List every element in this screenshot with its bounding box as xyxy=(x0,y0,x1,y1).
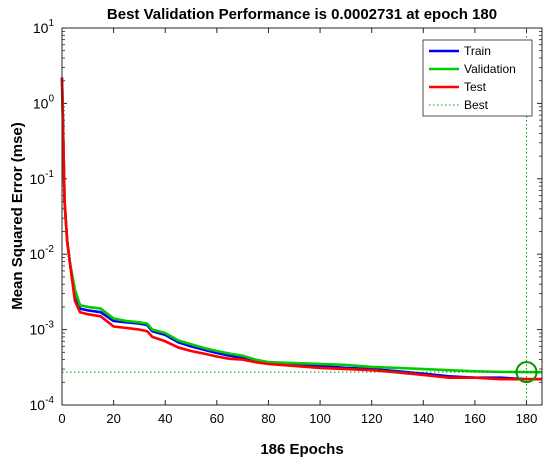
y-tick-label: 10-4 xyxy=(30,395,55,413)
axes-box xyxy=(61,27,543,406)
legend-label-train: Train xyxy=(464,44,491,58)
x-axis-label: 186 Epochs xyxy=(260,441,343,458)
x-tick-label: 100 xyxy=(309,411,331,426)
best-marker-group xyxy=(62,28,542,405)
x-tick-label: 20 xyxy=(106,411,120,426)
axis-ticks: 0 20 40 60 80 100 120 140 160 180 101 100 10-1 10-2 10… xyxy=(30,18,542,426)
y-tick-label: 100 xyxy=(33,93,55,111)
y-tick-label: 10-2 xyxy=(30,244,55,262)
series-line-validation xyxy=(60,77,543,374)
x-tick-label: 120 xyxy=(361,411,383,426)
x-tick-label: 160 xyxy=(464,411,486,426)
y-axis-label: Mean Squared Error (mse) xyxy=(9,122,26,310)
x-tick-label: 140 xyxy=(412,411,434,426)
legend: Train Validation Test Best xyxy=(422,39,533,117)
y-tick-label: 101 xyxy=(33,18,55,36)
legend-label-best: Best xyxy=(464,98,489,112)
x-tick-label: 180 xyxy=(516,411,538,426)
y-tick-label: 10-1 xyxy=(30,169,55,187)
legend-label-validation: Validation xyxy=(464,62,516,76)
x-tick-label: 80 xyxy=(261,411,275,426)
x-tick-label: 0 xyxy=(58,411,65,426)
series-line-test xyxy=(60,77,542,381)
y-tick-label: 10-3 xyxy=(30,320,55,338)
best-point-circle xyxy=(515,361,538,384)
legend-box xyxy=(422,39,533,117)
legend-label-test: Test xyxy=(464,80,487,94)
x-tick-label: 40 xyxy=(158,411,172,426)
chart-title: Best Validation Performance is 0.0002731… xyxy=(107,6,497,23)
x-tick-label: 60 xyxy=(210,411,224,426)
series-lines xyxy=(60,77,543,381)
